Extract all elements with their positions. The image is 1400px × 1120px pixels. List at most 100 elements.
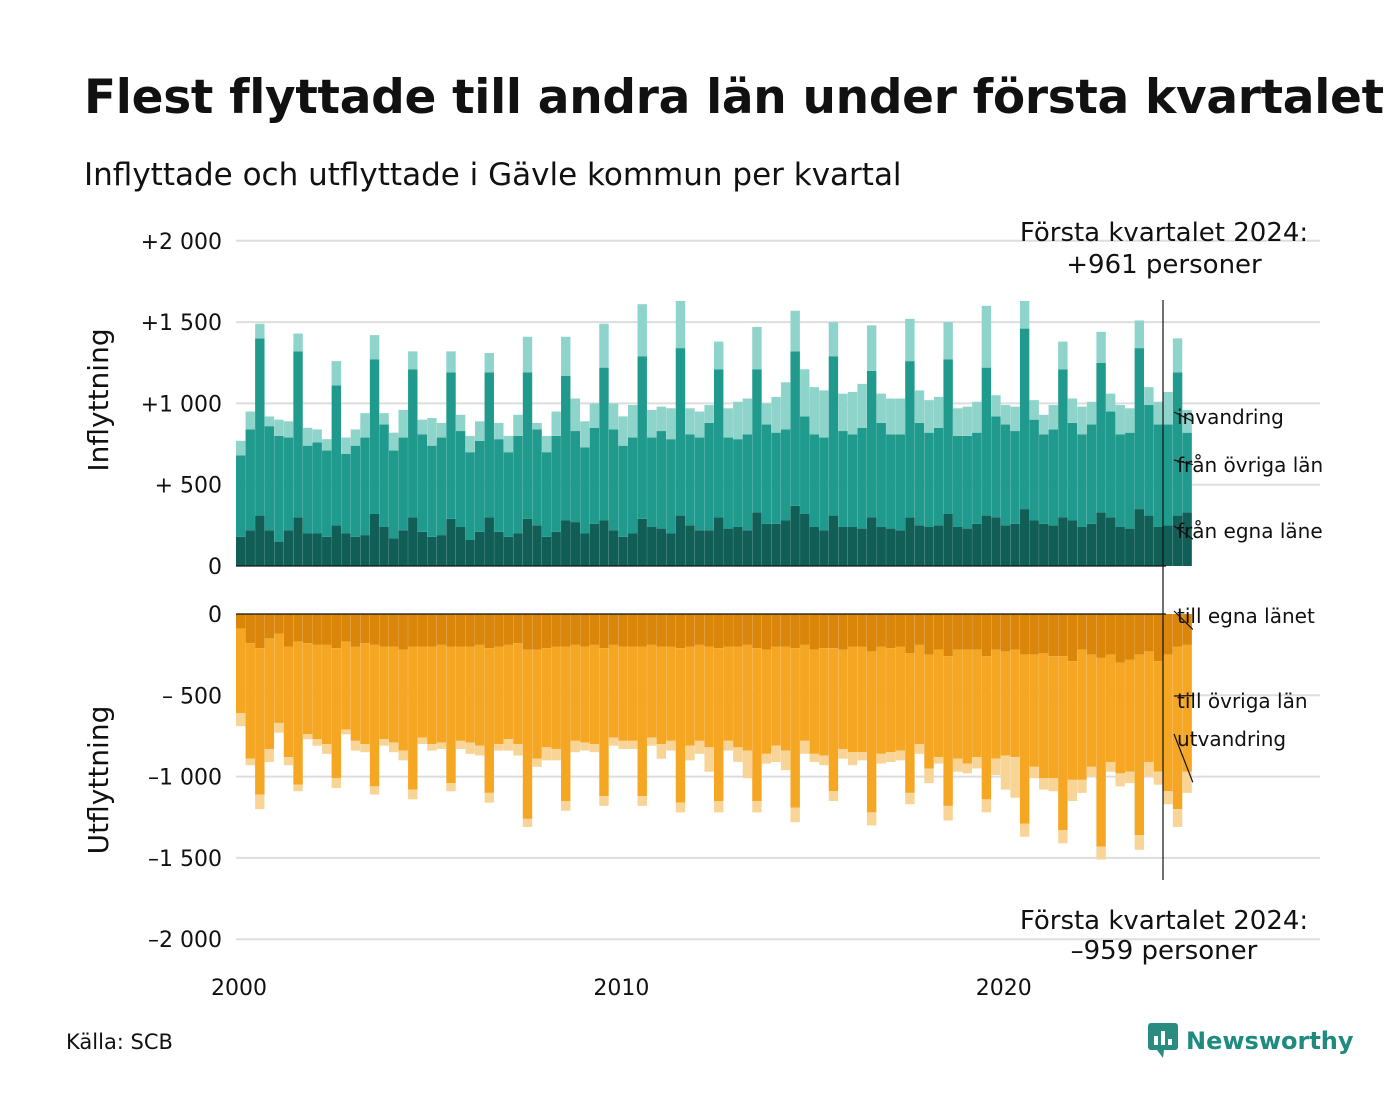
bar-in-other <box>331 385 341 526</box>
bar-in-other <box>541 452 552 537</box>
bar-in-immig <box>503 435 514 453</box>
bar-in-immig <box>1019 300 1030 329</box>
bar-out-own <box>1144 614 1154 652</box>
bar-out-own <box>255 614 265 649</box>
bar-out-emig <box>1039 778 1049 790</box>
bar-in-immig <box>886 398 896 435</box>
bar-in-own <box>455 526 466 566</box>
bar-out-emig <box>704 747 714 772</box>
bar-out-other <box>752 648 762 801</box>
bar-in-other <box>733 439 743 527</box>
bar-out-other <box>933 649 944 758</box>
bar-in-other <box>561 375 571 521</box>
bar-out-own <box>302 614 313 644</box>
bar-in-immig <box>398 409 408 438</box>
bar-in-own <box>714 517 724 566</box>
x-tick-labels: 2000 2010 2020 <box>211 976 1032 1001</box>
bar-out-emig <box>532 758 542 767</box>
bar-in-other <box>1039 434 1049 524</box>
bar-in-own <box>666 533 676 566</box>
bar-out-other <box>962 649 972 764</box>
bar-out-own <box>494 614 504 647</box>
bar-out-emig <box>742 750 753 779</box>
bar-in-immig <box>1163 392 1173 425</box>
bar-in-other <box>293 351 303 518</box>
bar-out-own <box>1115 614 1125 663</box>
bar-out-emig <box>733 747 743 762</box>
newsworthy-logo-icon <box>1148 1023 1178 1058</box>
bar-in-other <box>1067 422 1078 521</box>
bar-in-other <box>886 434 896 529</box>
bar-in-other <box>704 422 714 531</box>
bar-out-own <box>1153 614 1164 662</box>
bar-out-emig <box>1144 761 1154 777</box>
bar-in-other <box>446 372 456 519</box>
bar-out-other <box>847 646 858 753</box>
bar-in-own <box>847 526 858 566</box>
bar-out-emig <box>924 768 934 784</box>
bar-out-other <box>427 646 437 745</box>
bar-in-other <box>618 445 628 537</box>
bar-out-own <box>714 614 724 649</box>
bar-out-emig <box>293 784 303 792</box>
bar-out-other <box>1182 644 1192 772</box>
bar-out-other <box>637 646 647 797</box>
bar-in-other <box>580 447 590 534</box>
bar-out-own <box>236 614 246 629</box>
bar-out-emig <box>1077 779 1087 793</box>
bar-in-immig <box>723 408 733 438</box>
bar-out-own <box>427 614 437 647</box>
bar-in-other <box>800 416 810 514</box>
bar-in-immig <box>1144 387 1154 406</box>
bar-out-own <box>847 614 858 647</box>
bar-out-emig <box>637 796 647 806</box>
bar-out-emig <box>1048 778 1058 792</box>
bar-out-emig <box>274 722 284 733</box>
bar-in-immig <box>245 411 255 430</box>
bar-out-own <box>1172 614 1183 647</box>
bar-in-immig <box>991 395 1001 417</box>
bar-in-immig <box>1096 331 1106 363</box>
bar-in-own <box>953 526 963 566</box>
bar-out-other <box>599 648 609 797</box>
bar-in-other <box>1019 328 1030 510</box>
bar-in-own <box>800 513 810 566</box>
bar-out-own <box>828 614 839 649</box>
bar-in-other <box>1000 424 1011 526</box>
bar-in-own <box>608 530 619 566</box>
bar-out-emig <box>1105 761 1116 772</box>
bar-out-own <box>933 614 944 650</box>
bar-out-other <box>312 644 322 740</box>
bar-in-own <box>446 518 456 566</box>
bar-in-own <box>350 536 361 566</box>
bar-out-own <box>350 614 361 647</box>
bar-out-own <box>388 614 399 647</box>
bar-in-own <box>1115 526 1125 566</box>
bar-in-own <box>341 533 351 566</box>
bar-in-own <box>245 530 255 566</box>
bar-out-emig <box>800 740 810 754</box>
bar-in-own <box>627 533 638 566</box>
bar-out-emig <box>723 740 733 751</box>
bar-out-own <box>1000 614 1011 652</box>
bar-out-other <box>943 656 953 806</box>
bar-in-immig <box>312 429 322 443</box>
bar-out-other <box>809 649 819 754</box>
bar-out-other <box>580 646 590 743</box>
bar-out-other <box>236 628 246 714</box>
bar-in-other <box>666 439 676 534</box>
bar-in-other <box>828 356 839 516</box>
y-tick-label: 0 <box>208 603 222 628</box>
bar-in-immig <box>1182 409 1192 433</box>
bar-out-emig <box>369 786 380 795</box>
bar-in-other <box>905 361 915 518</box>
bar-out-other <box>876 646 886 754</box>
bar-in-other <box>494 439 504 532</box>
bar-out-other <box>886 648 896 753</box>
bar-in-own <box>302 533 313 566</box>
bar-out-emig <box>522 818 533 828</box>
bar-in-immig <box>943 322 953 360</box>
bar-out-other <box>733 646 743 748</box>
bar-out-emig <box>656 744 667 759</box>
bar-in-own <box>1010 523 1020 566</box>
